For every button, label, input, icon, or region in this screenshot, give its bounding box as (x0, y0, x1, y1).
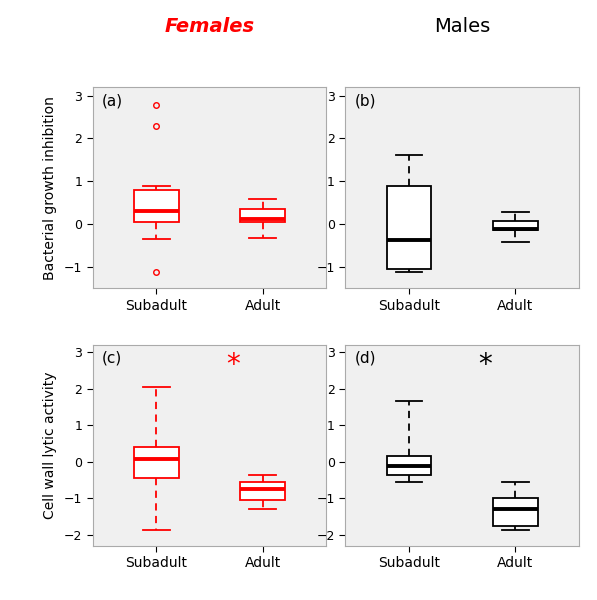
Text: Females: Females (164, 17, 254, 36)
Bar (387, 185, 431, 269)
Bar (241, 209, 285, 222)
Bar (241, 482, 285, 500)
Text: *: * (226, 351, 240, 379)
Bar (493, 499, 538, 526)
Text: *: * (479, 351, 493, 379)
Bar (134, 190, 179, 222)
Bar (493, 221, 538, 230)
Text: (c): (c) (102, 351, 122, 366)
Text: (b): (b) (355, 93, 376, 108)
Text: (a): (a) (102, 93, 123, 108)
Text: Males: Males (434, 17, 490, 36)
Bar (134, 447, 179, 478)
Text: (d): (d) (355, 351, 376, 366)
Y-axis label: Cell wall lytic activity: Cell wall lytic activity (43, 371, 57, 519)
Bar (387, 457, 431, 475)
Y-axis label: Bacterial growth inhibition: Bacterial growth inhibition (43, 96, 57, 280)
